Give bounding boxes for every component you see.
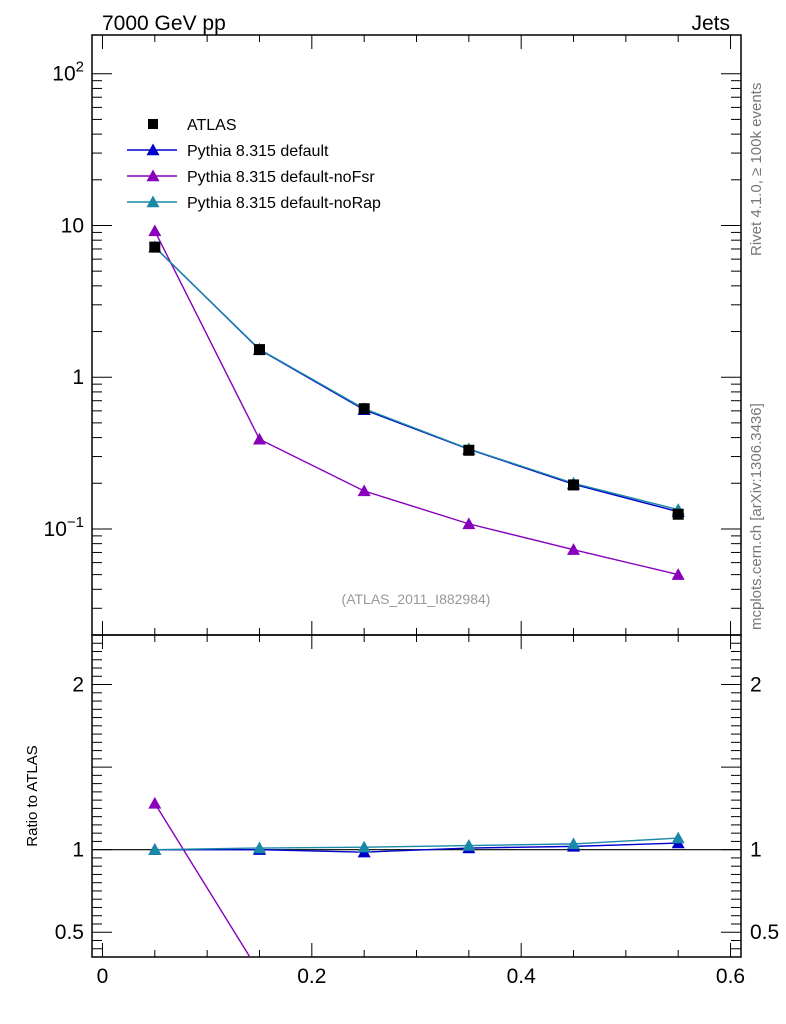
rivet-version-label: Rivet 4.1.0, ≥ 100k events	[748, 83, 765, 256]
axis-ticks	[92, 35, 741, 957]
x-tick-label: 0	[97, 965, 109, 988]
legend-marker-noRap	[146, 195, 160, 208]
header-right-label: Jets	[691, 12, 730, 35]
legend-label-default: Pythia 8.315 default	[187, 143, 329, 160]
mcplots-label: mcplots.cern.ch [arXiv:1306.3436]	[748, 403, 765, 630]
marker-atlas	[672, 508, 684, 520]
legend-label-atlas: ATLAS	[187, 117, 237, 134]
ratio-line-default	[154, 842, 679, 853]
y-tick-label: 10	[61, 214, 84, 237]
marker-noFsr	[567, 543, 581, 555]
error-bars	[154, 229, 679, 578]
marker-noFsr	[148, 224, 162, 237]
ratio-y-tick-label-right: 2	[750, 674, 762, 697]
analysis-label: (ATLAS_2011_I882984)	[342, 591, 491, 607]
tick-labels: 0 0.2 0.4 0.6 102 10 1 10−1 2 2 1 1 0.5 0.5	[44, 59, 780, 988]
marker-atlas	[149, 241, 161, 253]
legend-label-noRap: Pythia 8.315 default-noRap	[187, 195, 381, 212]
series-line-noRap	[154, 246, 679, 511]
ratio-marker-noRap	[567, 837, 581, 850]
series-line-default	[154, 246, 679, 513]
ratio-y-tick-label-right: 0.5	[750, 921, 779, 944]
ratio-marker-noFsr	[253, 966, 266, 978]
series-line-noFsr	[154, 230, 679, 576]
ratio-marker-noRap	[357, 840, 371, 853]
y-tick-label: 10−1	[44, 514, 84, 541]
x-tick-label: 0.2	[297, 965, 326, 988]
ratio-ylabel: Ratio to ATLAS	[24, 745, 41, 846]
marker-noFsr	[252, 432, 266, 445]
x-tick-label: 0.4	[507, 965, 537, 988]
data-markers	[148, 224, 685, 580]
header-left-label: 7000 GeV pp	[102, 12, 226, 35]
ratio-line-noFsr	[154, 803, 251, 957]
ratio-y-tick-label-right: 1	[750, 839, 762, 862]
ratio-marker-noRap	[462, 839, 476, 851]
ratio-y-tick-label-left: 1	[72, 839, 84, 862]
marker-atlas	[568, 479, 580, 491]
ratio-y-tick-label-left: 2	[72, 674, 84, 697]
marker-atlas	[463, 444, 475, 456]
legend-marker-noFsr	[146, 169, 160, 182]
ratio-series-group	[148, 796, 685, 978]
ratio-panel-frame	[91, 634, 742, 958]
ratio-y-tick-label-left: 0.5	[55, 921, 84, 944]
legend-marker-atlas	[148, 119, 158, 129]
marker-noFsr	[462, 517, 476, 530]
y-tick-label: 1	[72, 366, 84, 389]
legend-marker-default	[146, 143, 160, 156]
series-lines	[92, 230, 741, 978]
ratio-marker-noRap	[252, 841, 266, 854]
ratio-marker-noRap	[148, 843, 162, 855]
y-tick-label: 102	[52, 59, 84, 86]
legend-label-noFsr: Pythia 8.315 default-noFsr	[187, 169, 375, 186]
ratio-line-noRap	[154, 837, 679, 851]
ratio-marker-noRap	[671, 831, 685, 844]
marker-noFsr	[671, 568, 685, 580]
marker-atlas	[253, 344, 265, 356]
x-tick-label: 0.6	[716, 965, 745, 988]
legend: ATLAS Pythia 8.315 default Pythia 8.315 de…	[127, 117, 381, 212]
marker-noFsr	[357, 484, 371, 497]
marker-atlas	[358, 403, 370, 415]
ratio-marker-noFsr	[148, 796, 162, 809]
